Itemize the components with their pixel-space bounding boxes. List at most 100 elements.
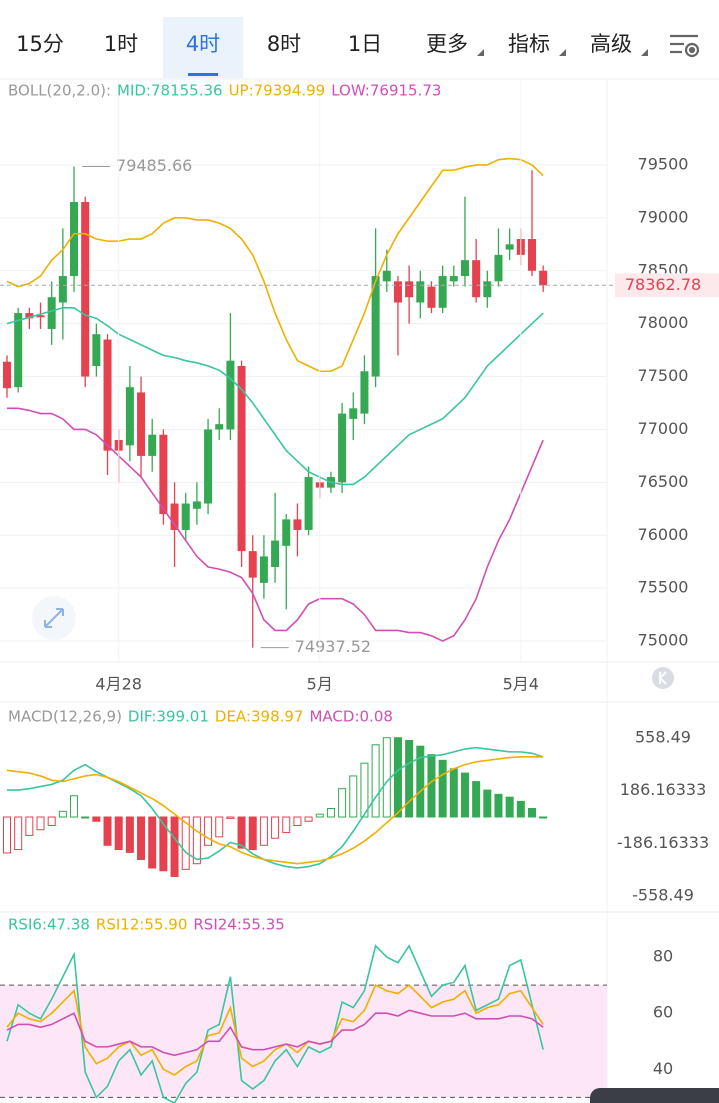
candle-body xyxy=(58,276,67,303)
macd-bar xyxy=(382,737,391,818)
candle-body xyxy=(293,519,302,530)
y-tick-label: 80 xyxy=(653,947,673,966)
macd-bar xyxy=(114,816,123,851)
macd-bar xyxy=(393,737,402,818)
macd-bar xyxy=(36,816,45,831)
y-tick-label: 186.16333 xyxy=(620,780,707,799)
dropdown-caret xyxy=(477,49,484,56)
candle-body xyxy=(170,503,179,530)
indicator-line xyxy=(6,157,544,373)
icon-gear-center xyxy=(688,46,696,54)
candle-body xyxy=(427,286,436,308)
tab-selected-bg xyxy=(163,17,243,78)
tab-underline xyxy=(188,73,218,76)
candle-body xyxy=(460,260,469,277)
y-tick-label: 77000 xyxy=(638,419,689,438)
candle-body xyxy=(527,239,536,271)
tab[interactable]: 15分 xyxy=(16,32,64,56)
candle-body xyxy=(449,276,458,282)
macd-bar xyxy=(204,816,213,846)
y-tick-label: 558.49 xyxy=(635,727,691,746)
macd-bar xyxy=(438,759,447,818)
legend-label: MACD:0.08 xyxy=(309,708,392,726)
candle-body xyxy=(505,244,514,250)
macd-bar xyxy=(360,762,369,818)
candle-body xyxy=(360,371,369,414)
candle-body xyxy=(271,540,280,567)
macd-bar xyxy=(349,775,358,818)
legend-label: RSI24:55.35 xyxy=(193,916,284,934)
high-annotation: 79485.66 xyxy=(116,156,192,175)
macd-bar xyxy=(159,816,168,872)
y-tick-label: 75500 xyxy=(638,578,689,597)
icon-gear xyxy=(684,42,700,58)
macd-bar xyxy=(282,816,291,834)
candle-body xyxy=(25,313,34,319)
candle-body xyxy=(472,260,481,298)
candle-body xyxy=(494,254,503,282)
rsi-band xyxy=(0,985,607,1098)
candle-body xyxy=(137,392,146,456)
y-tick-label: 75000 xyxy=(638,631,689,650)
tab[interactable]: 1日 xyxy=(348,32,382,56)
macd-bar xyxy=(304,816,313,822)
tab[interactable]: 1时 xyxy=(104,32,138,56)
tab[interactable]: 更多 xyxy=(426,32,484,56)
macd-bar xyxy=(25,816,34,836)
x-tick-label: 4月28 xyxy=(95,675,142,694)
y-tick-label: 60 xyxy=(653,1003,673,1022)
macd-bar xyxy=(449,768,458,818)
macd-bar xyxy=(226,816,235,819)
indicator-line xyxy=(6,984,544,1076)
macd-bar xyxy=(416,745,425,818)
candle-body xyxy=(349,408,358,419)
indicator-line xyxy=(6,944,544,1103)
candle-body xyxy=(36,315,45,318)
floating-bar[interactable] xyxy=(590,1088,719,1103)
tab-bar: 15分 1时 4时 8时 1日 更多 指标 高级 xyxy=(16,17,648,78)
tab[interactable]: 高级 xyxy=(590,32,648,56)
y-tick-label: 79500 xyxy=(638,154,689,173)
macd-bar xyxy=(505,796,514,818)
back-bg xyxy=(652,667,674,689)
indicator-line xyxy=(7,407,544,642)
indicator-line xyxy=(6,756,544,865)
low-annotation: 74937.52 xyxy=(295,637,371,656)
macd-bar xyxy=(460,772,469,818)
macd-bar xyxy=(315,813,324,818)
tab[interactable]: 4时 xyxy=(163,17,243,78)
candle-body xyxy=(125,387,134,446)
legend-label: MACD(12,26,9) xyxy=(8,708,122,726)
macd-bar xyxy=(14,816,23,851)
zoom-button[interactable] xyxy=(32,596,76,640)
macd-bar xyxy=(70,795,79,818)
macd-bar xyxy=(192,816,201,865)
candle-body xyxy=(393,281,402,303)
macd-bar xyxy=(527,808,536,818)
macd-bar xyxy=(81,816,90,819)
candle-body xyxy=(237,365,246,552)
candle-body xyxy=(70,201,79,277)
tab[interactable]: 指标 xyxy=(508,32,566,56)
tab-label: 4时 xyxy=(186,32,220,56)
legend-label: LOW:76915.73 xyxy=(331,82,441,100)
tab[interactable]: 8时 xyxy=(267,32,301,56)
candle-body xyxy=(181,503,190,530)
indicator-line xyxy=(6,306,544,486)
tab-label: 15分 xyxy=(16,32,64,56)
candle-body xyxy=(304,477,313,530)
settings-icon[interactable] xyxy=(670,34,700,58)
zoom-icon xyxy=(44,608,64,628)
back-button[interactable] xyxy=(652,667,674,689)
y-tick-label: 79000 xyxy=(638,207,689,226)
candle-body xyxy=(438,276,447,308)
candle-body xyxy=(371,276,380,377)
macd-bar xyxy=(148,816,157,869)
legend-label: DIF:399.01 xyxy=(128,708,209,726)
legend-label: BOLL(20,2.0): xyxy=(8,82,111,100)
macd-bar xyxy=(338,788,347,818)
macd-bar xyxy=(125,816,134,853)
macd-bar xyxy=(181,816,190,870)
y-tick-label: 77500 xyxy=(638,366,689,385)
